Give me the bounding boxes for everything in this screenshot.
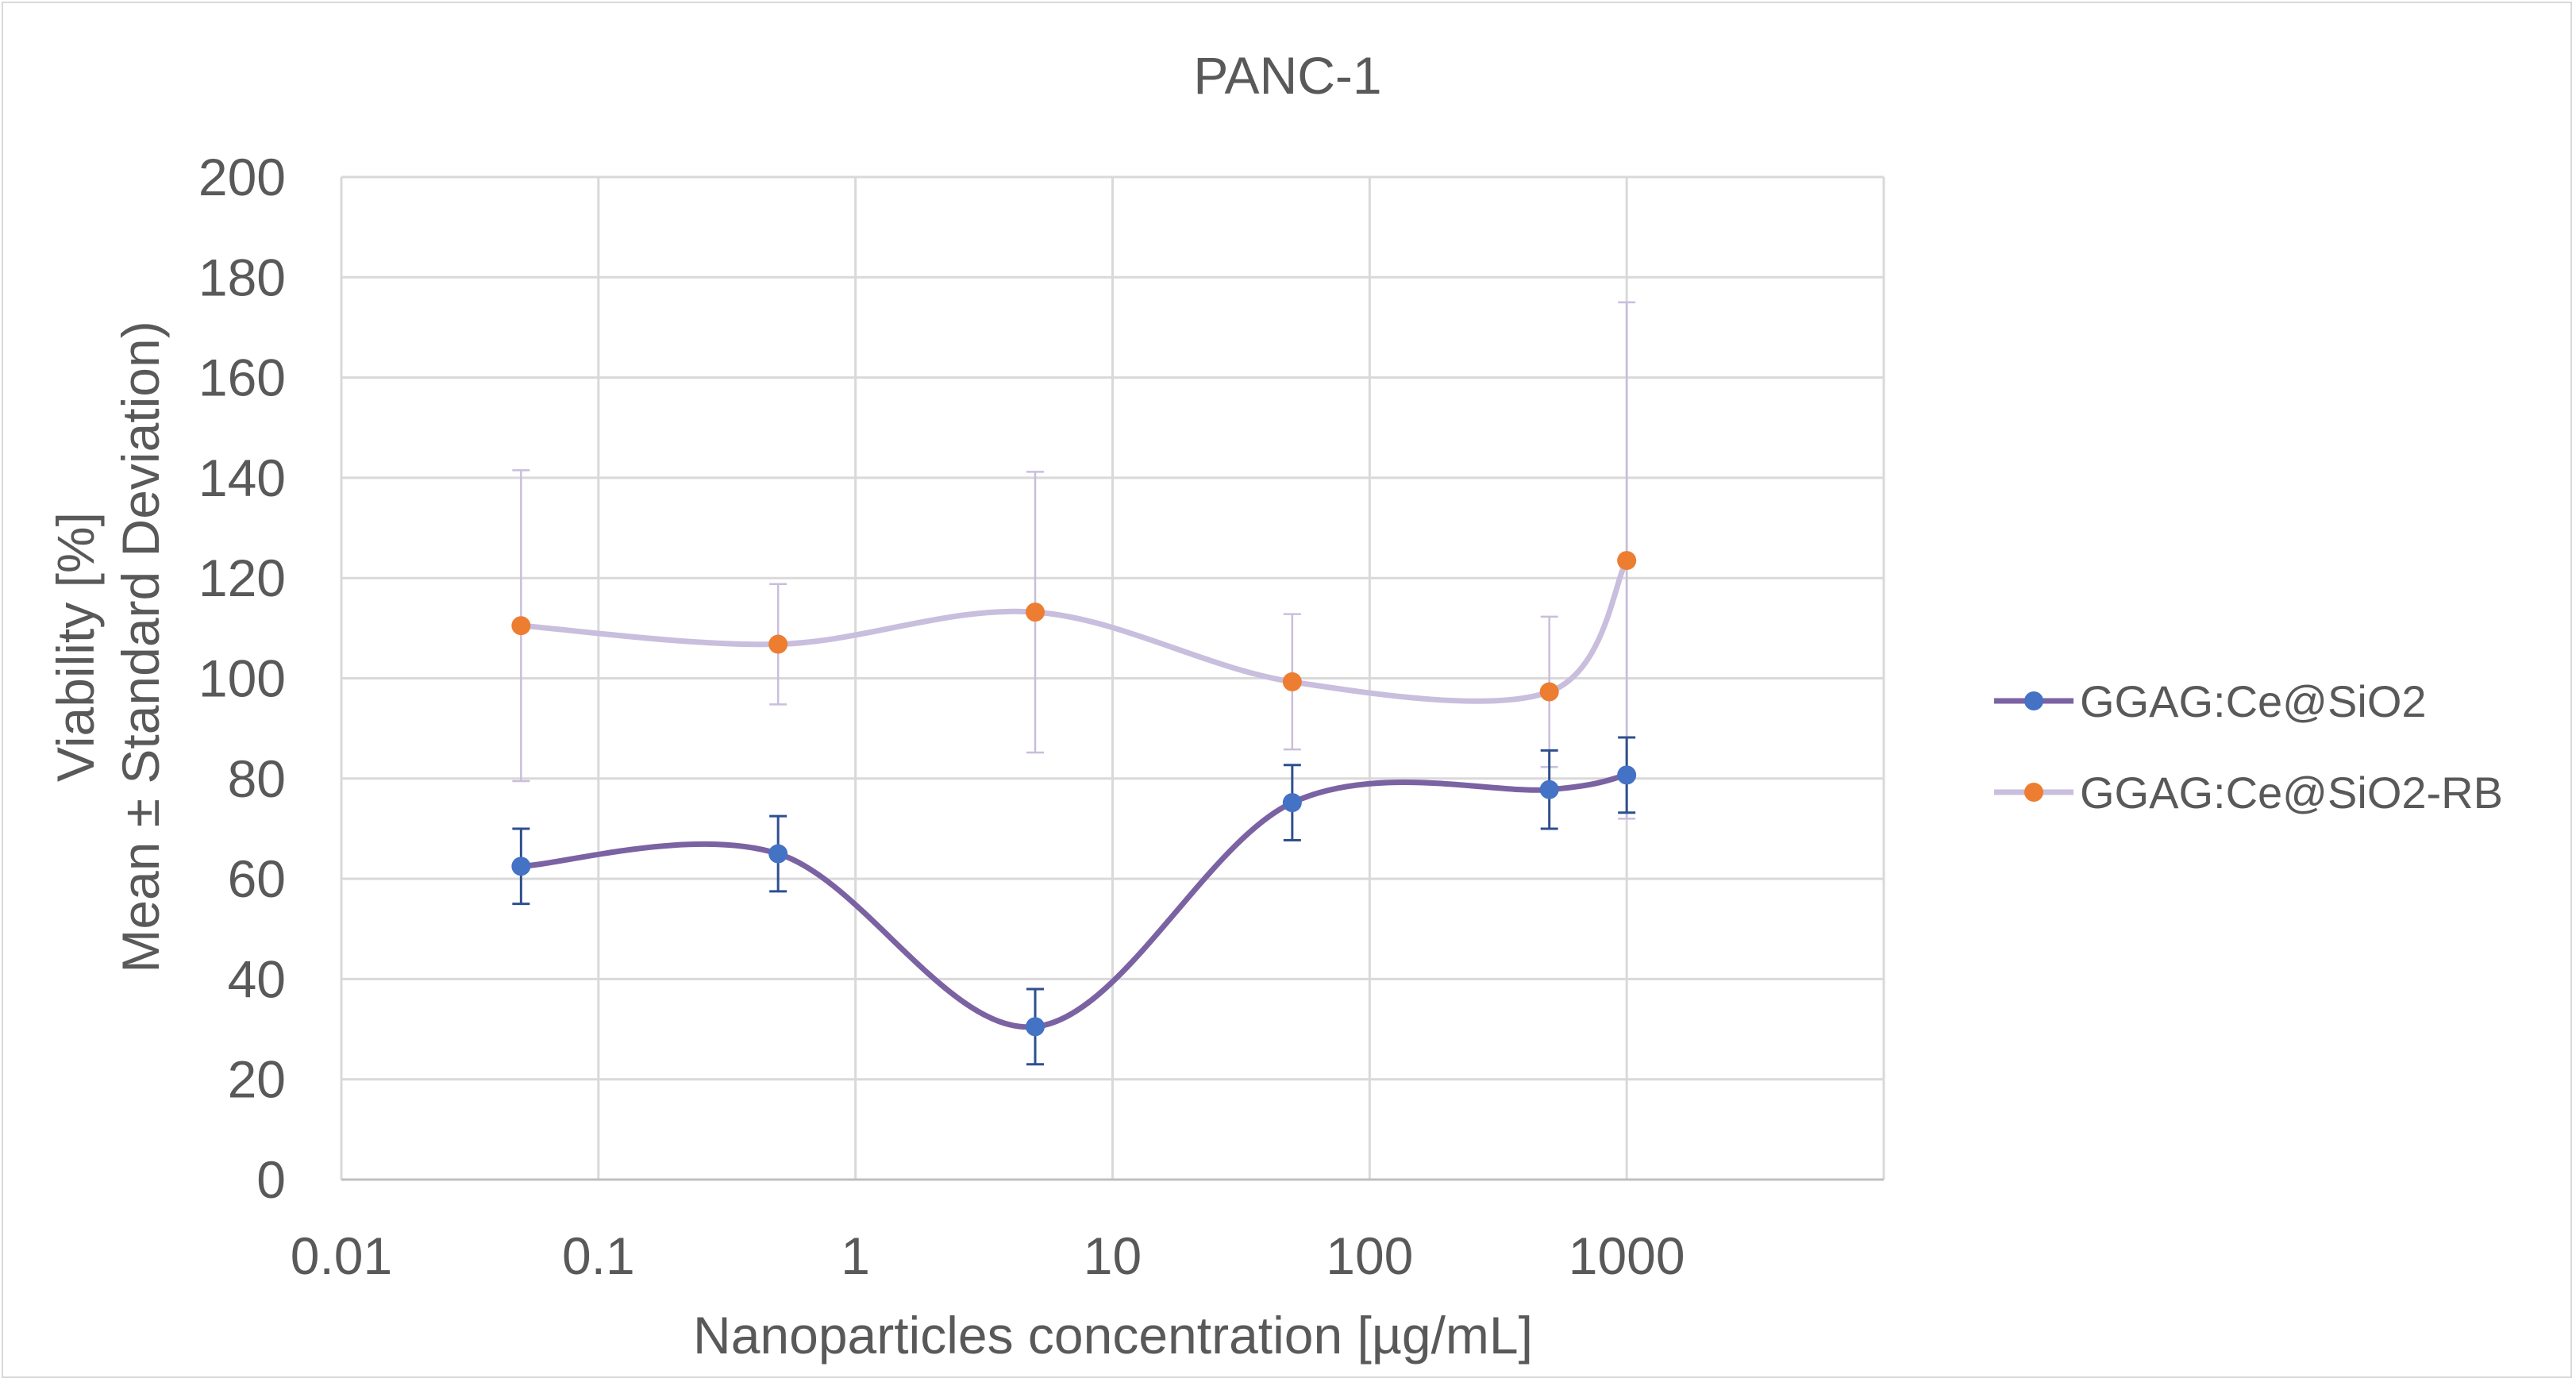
x-tick-label: 10 xyxy=(1084,1226,1142,1285)
series-1 xyxy=(511,301,1637,820)
y-tick-label: 60 xyxy=(228,849,286,908)
x-tick-label: 1000 xyxy=(1569,1226,1685,1285)
y-tick-label: 120 xyxy=(198,549,286,607)
series-0 xyxy=(511,736,1637,1066)
data-point xyxy=(511,616,531,636)
y-tick-label: 100 xyxy=(198,649,286,708)
legend-marker xyxy=(2024,783,2043,802)
legend-label: GGAG:Ce@SiO2 xyxy=(2080,676,2427,726)
data-point xyxy=(1539,780,1559,799)
legend: GGAG:Ce@SiO2 GGAG:Ce@SiO2-RB xyxy=(1994,676,2503,818)
series-layer xyxy=(511,301,1637,1066)
data-point xyxy=(1026,1017,1045,1037)
data-point xyxy=(1539,682,1559,702)
data-point xyxy=(768,634,788,654)
y-axis-label-line1: Viability [%] xyxy=(46,512,105,782)
legend-marker xyxy=(2024,691,2043,710)
y-tick-label: 40 xyxy=(228,949,286,1008)
series-line xyxy=(518,772,1630,1030)
x-tick-label: 0.01 xyxy=(291,1226,392,1285)
x-axis-label: Nanoparticles concentration [µg/mL] xyxy=(693,1306,1533,1365)
series-line xyxy=(518,557,1630,704)
y-tick-label: 200 xyxy=(198,148,286,206)
data-point xyxy=(511,857,531,876)
x-tick-label: 1 xyxy=(841,1226,870,1285)
y-tick-label: 0 xyxy=(256,1150,286,1209)
y-tick-label: 80 xyxy=(228,749,286,808)
x-tick-label: 0.1 xyxy=(562,1226,635,1285)
data-point xyxy=(1617,551,1637,571)
y-tick-label: 20 xyxy=(228,1050,286,1109)
y-tick-label: 140 xyxy=(198,448,286,507)
x-tick-label: 100 xyxy=(1326,1226,1413,1285)
y-axis-label-line2: Mean ± Standard Deviation) xyxy=(111,321,170,972)
gridlines xyxy=(340,175,1885,1181)
data-point xyxy=(768,844,788,864)
y-tick-label: 160 xyxy=(198,348,286,407)
y-axis-ticks: 0 20 40 60 80 100 120 140 160 180 200 xyxy=(198,148,286,1209)
data-point xyxy=(1282,672,1302,691)
data-point xyxy=(1282,793,1302,813)
y-tick-label: 180 xyxy=(198,248,286,306)
data-point xyxy=(1026,602,1045,622)
legend-label: GGAG:Ce@SiO2-RB xyxy=(2080,768,2503,818)
chart-title: PANC-1 xyxy=(1193,46,1381,105)
x-axis-ticks: 0.01 0.1 1 10 100 1000 xyxy=(291,1226,1685,1285)
data-point xyxy=(1617,765,1637,785)
